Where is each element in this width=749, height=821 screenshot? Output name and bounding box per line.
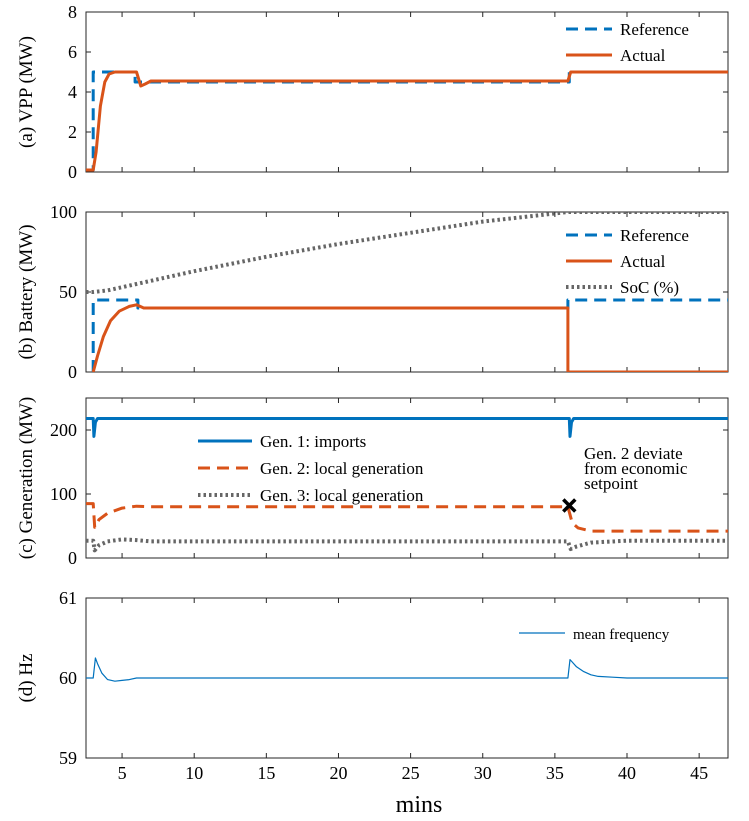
y-axis-label: (c) Generation (MW)	[16, 397, 37, 559]
x-tick-label: 30	[474, 763, 492, 783]
plot-area	[86, 70, 728, 172]
y-tick-label: 59	[59, 748, 77, 768]
y-tick-label: 8	[68, 2, 77, 22]
x-tick-label: 45	[690, 763, 708, 783]
x-axis-label: mins	[396, 792, 443, 818]
legend-label: Gen. 1: imports	[260, 432, 366, 451]
x-tick-label: 10	[185, 763, 203, 783]
panel-frequency: 5 10 15 20 25 30 35 40 45 59 60 61 (d) Hz mean freque…	[16, 588, 729, 783]
legend-label: Reference	[620, 226, 689, 245]
annotation-text: Gen. 2 deviate	[584, 444, 683, 463]
series-line-gen-3-local-generation	[86, 537, 728, 553]
y-axis-label: (a) VPP (MW)	[16, 36, 37, 148]
y-tick-label: 0	[68, 548, 77, 568]
panel-generation: 0 100 200 (c) Generation (MW) Gen. 1: import…	[16, 397, 729, 568]
x-tick-label: 25	[402, 763, 420, 783]
legend-label: SoC (%)	[620, 278, 679, 297]
y-tick-label: 50	[59, 282, 77, 302]
x-tick-label: 20	[329, 763, 347, 783]
x-tick-label: 40	[618, 763, 636, 783]
y-tick-label: 2	[68, 122, 77, 142]
y-tick-label: 4	[68, 82, 77, 102]
legend-label: Actual	[620, 46, 666, 65]
plot-area	[86, 417, 728, 553]
legend-label: Actual	[620, 252, 666, 271]
series-line-reference	[91, 298, 728, 372]
series-line-actual	[86, 70, 728, 172]
deviation-marker	[562, 498, 577, 513]
series-line-reference	[86, 70, 728, 172]
x-tick-label: 15	[257, 763, 275, 783]
plot-area	[86, 212, 728, 372]
y-tick-label: 200	[50, 420, 77, 440]
series-line-mean-frequency	[86, 657, 728, 682]
y-tick-label: 0	[68, 362, 77, 382]
plot-area	[86, 657, 728, 682]
y-tick-label: 0	[68, 162, 77, 182]
y-axis-label: (b) Battery (MW)	[16, 224, 37, 359]
x-tick-label: 35	[546, 763, 564, 783]
axes-box	[85, 397, 729, 559]
y-tick-label: 6	[68, 42, 77, 62]
series-line-gen-2-local-generation	[86, 502, 728, 533]
y-tick-label: 60	[59, 668, 77, 688]
legend-label: mean frequency	[573, 627, 670, 643]
series-line-soc	[86, 212, 728, 294]
annotation-text: setpoint	[584, 474, 638, 493]
panel-battery: 0 50 100 (b) Battery (MW) Reference Actual SoC…	[16, 202, 729, 382]
legend-label: Gen. 2: local generation	[260, 459, 424, 478]
x-tick-label: 5	[118, 763, 127, 783]
y-tick-label: 100	[50, 202, 77, 222]
series-line-gen-1-imports	[86, 417, 728, 438]
y-axis-label: (d) Hz	[16, 653, 37, 702]
y-tick-label: 100	[50, 484, 77, 504]
legend-label: Reference	[620, 20, 689, 39]
y-tick-label: 61	[59, 588, 77, 608]
panel-vpp: 0 2 4 6 8 (a) VPP (MW) Reference Actual	[16, 2, 729, 182]
annotation-text: from economic	[584, 459, 688, 478]
series-line-actual	[91, 303, 728, 372]
legend-label: Gen. 3: local generation	[260, 486, 424, 505]
